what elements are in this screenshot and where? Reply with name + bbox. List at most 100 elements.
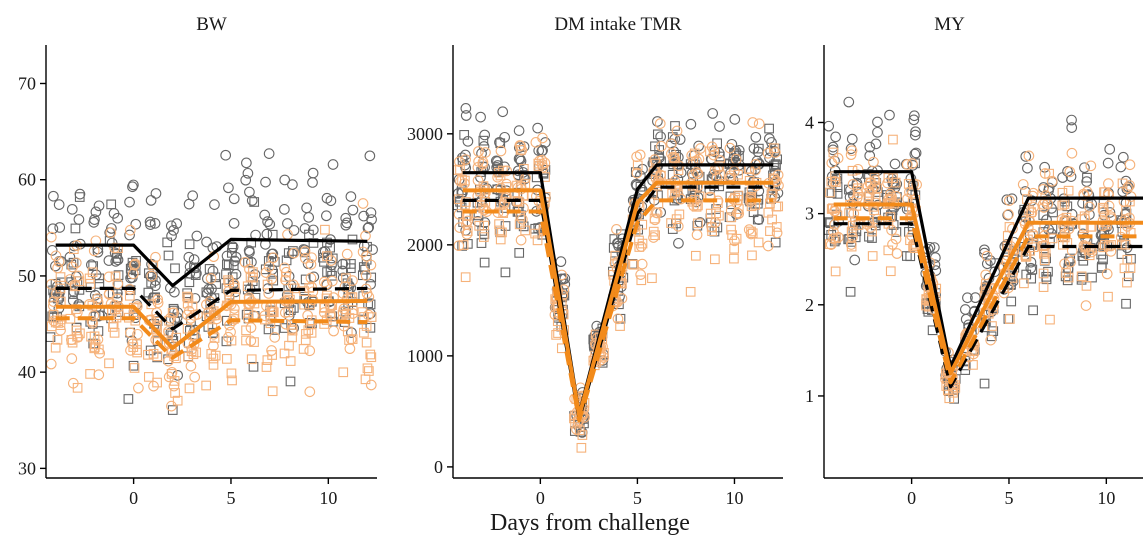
data-point <box>516 213 528 225</box>
data-point <box>182 298 193 309</box>
data-point <box>1045 314 1055 325</box>
data-point <box>891 227 902 237</box>
data-point <box>248 361 259 372</box>
data-point <box>669 153 680 163</box>
data-point <box>1078 190 1090 201</box>
data-point <box>907 158 918 169</box>
data-point <box>366 352 377 363</box>
data-point <box>243 308 254 318</box>
data-point <box>537 132 548 144</box>
series-line-orange-solid <box>55 299 368 351</box>
data-point <box>987 321 997 331</box>
series-line-orange-dashed <box>833 216 1143 385</box>
data-point <box>458 240 469 250</box>
data-point <box>112 278 124 290</box>
data-point <box>888 178 900 190</box>
data-point <box>494 219 504 229</box>
series-lines <box>833 170 1143 389</box>
data-point <box>220 149 232 161</box>
data-point <box>148 260 159 271</box>
data-point <box>479 129 491 141</box>
data-point <box>322 251 332 261</box>
data-point <box>170 388 180 398</box>
data-point <box>1121 205 1131 216</box>
data-point <box>867 226 877 237</box>
data-point <box>128 360 139 371</box>
data-point <box>494 225 505 236</box>
data-point <box>1103 178 1114 189</box>
data-point <box>90 206 102 218</box>
data-point <box>189 371 201 383</box>
data-point <box>66 203 78 215</box>
data-point <box>1057 200 1068 211</box>
series-line-black-dashed <box>833 222 1143 389</box>
data-point <box>479 229 490 239</box>
data-point <box>890 233 902 245</box>
data-point <box>125 344 136 356</box>
data-point <box>461 197 471 207</box>
x-tick-label: 0 <box>907 488 916 508</box>
x-tick-label: 0 <box>536 488 545 508</box>
data-point <box>288 247 300 259</box>
data-point <box>47 223 59 235</box>
data-point <box>207 265 219 277</box>
data-point <box>1081 281 1092 291</box>
data-point <box>1023 234 1033 245</box>
data-point <box>106 223 117 234</box>
data-point <box>337 309 348 320</box>
data-point <box>249 337 259 347</box>
data-point <box>827 203 838 214</box>
data-point <box>729 243 739 254</box>
data-point <box>1087 272 1097 283</box>
data-point <box>287 332 297 343</box>
panel-title: DM intake TMR <box>554 14 682 35</box>
data-point <box>1079 211 1090 222</box>
data-point <box>615 321 625 331</box>
data-point <box>344 335 354 345</box>
y-tick-label: 0 <box>434 457 443 477</box>
y-tick-label: 30 <box>18 458 36 478</box>
data-point <box>1066 122 1078 133</box>
data-point <box>846 133 858 145</box>
data-point <box>1098 254 1108 265</box>
data-point <box>670 121 680 131</box>
data-point <box>1066 114 1077 126</box>
data-point <box>747 250 757 261</box>
data-point <box>462 135 474 147</box>
data-point <box>262 355 273 365</box>
data-point <box>831 233 841 244</box>
data-point <box>71 322 82 333</box>
data-point <box>478 135 489 146</box>
data-point <box>148 380 159 392</box>
data-point <box>110 271 121 282</box>
data-point <box>1097 261 1107 272</box>
data-point <box>1122 277 1132 288</box>
data-point <box>652 116 663 127</box>
data-point <box>667 224 678 234</box>
data-point <box>734 151 744 161</box>
data-point <box>103 255 115 266</box>
data-point <box>930 252 941 263</box>
data-point <box>691 229 703 241</box>
data-point <box>460 154 471 165</box>
data-point <box>152 377 162 388</box>
data-point <box>223 275 233 286</box>
data-point <box>611 224 622 235</box>
data-point <box>1079 162 1090 174</box>
data-point <box>228 193 240 205</box>
data-point <box>209 333 220 343</box>
data-point <box>281 255 292 266</box>
data-point <box>74 188 86 200</box>
y-tick-label: 40 <box>18 362 36 382</box>
data-point <box>319 303 329 313</box>
data-point <box>303 212 315 223</box>
data-point <box>891 248 903 259</box>
data-point <box>499 196 511 208</box>
data-point <box>145 219 156 230</box>
data-point <box>242 167 254 179</box>
data-point <box>1116 239 1127 250</box>
data-point <box>337 265 349 277</box>
data-point <box>366 312 377 322</box>
data-point <box>73 270 84 282</box>
